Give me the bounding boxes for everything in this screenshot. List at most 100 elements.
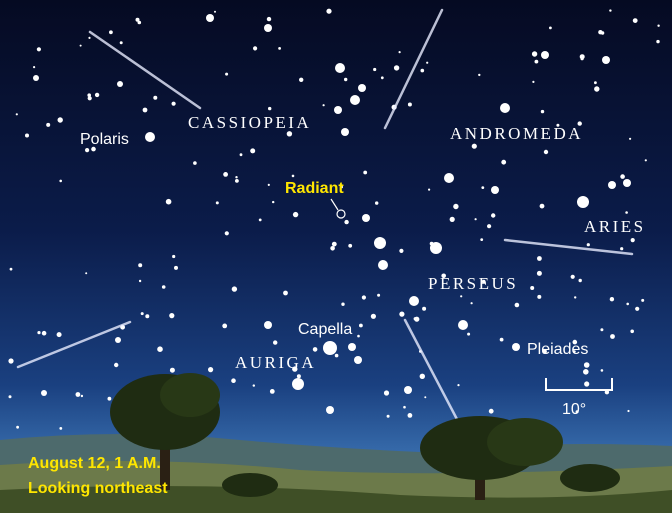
star <box>420 374 425 379</box>
star <box>278 47 281 50</box>
star <box>428 189 430 191</box>
star <box>259 219 262 222</box>
star <box>293 212 298 217</box>
star <box>641 299 644 302</box>
star <box>409 296 419 306</box>
star <box>472 144 477 149</box>
star <box>208 367 213 372</box>
star <box>143 108 148 113</box>
star <box>323 104 325 106</box>
star <box>95 93 99 97</box>
star <box>404 386 412 394</box>
star <box>532 51 537 56</box>
star <box>350 95 360 105</box>
bush <box>222 473 278 497</box>
star <box>387 415 390 418</box>
star <box>515 303 520 308</box>
star <box>9 395 12 398</box>
star <box>225 231 229 235</box>
star <box>583 369 589 375</box>
tree-crown <box>160 373 220 417</box>
star <box>231 378 236 383</box>
star <box>363 171 367 175</box>
constellation-label: ANDROMEDA <box>450 124 583 143</box>
sky-map: CASSIOPEIA ANDROMEDA Polaris Radiant ARI… <box>0 0 672 513</box>
scale-label: 10° <box>562 401 586 418</box>
star <box>657 25 659 27</box>
star <box>530 286 534 290</box>
star <box>138 263 142 267</box>
star <box>384 390 389 395</box>
star <box>584 362 590 368</box>
star <box>362 295 366 299</box>
star <box>235 179 239 183</box>
star <box>609 9 611 11</box>
caption-date: August 12, 1 A.M. <box>28 455 161 472</box>
star <box>16 113 18 115</box>
star <box>453 204 458 209</box>
star <box>81 395 83 397</box>
star <box>610 334 615 339</box>
star <box>549 27 552 30</box>
star <box>341 128 349 136</box>
star <box>627 410 629 412</box>
star <box>500 103 510 113</box>
star <box>489 409 494 414</box>
star <box>458 320 468 330</box>
star <box>145 314 149 318</box>
star <box>85 272 87 274</box>
star <box>594 86 599 91</box>
star-label: Polaris <box>80 131 129 148</box>
star <box>267 17 271 21</box>
star <box>377 294 380 297</box>
star <box>235 176 237 178</box>
star <box>537 271 542 276</box>
caption-direction: Looking northeast <box>28 480 168 497</box>
star <box>631 238 635 242</box>
star <box>174 266 178 270</box>
star <box>620 247 623 250</box>
star-label: Capella <box>298 321 352 338</box>
star <box>344 78 347 81</box>
star <box>475 218 477 220</box>
star <box>250 148 255 153</box>
star <box>403 406 406 409</box>
star <box>85 148 89 152</box>
star <box>399 51 401 53</box>
star <box>80 45 82 47</box>
star <box>394 65 399 70</box>
star <box>283 291 288 296</box>
star <box>16 426 19 429</box>
star <box>537 295 541 299</box>
star <box>193 161 197 165</box>
star <box>359 324 363 328</box>
star <box>153 96 157 100</box>
star <box>334 106 342 114</box>
star <box>532 81 534 83</box>
constellation-label: PERSEUS <box>428 274 518 293</box>
star <box>601 369 604 372</box>
star <box>444 173 454 183</box>
star <box>270 389 275 394</box>
star <box>480 238 483 241</box>
star <box>166 199 172 205</box>
bush <box>560 464 620 492</box>
star <box>117 81 123 87</box>
star <box>136 18 140 22</box>
star <box>120 41 123 44</box>
star <box>344 220 348 224</box>
star-label: Pleiades <box>527 341 588 358</box>
star <box>272 201 274 203</box>
star <box>169 313 174 318</box>
star <box>450 217 455 222</box>
star <box>42 331 47 336</box>
star <box>541 110 544 113</box>
star <box>145 132 155 142</box>
star <box>109 30 113 34</box>
star <box>577 196 589 208</box>
star <box>399 249 403 253</box>
star <box>594 81 597 84</box>
star <box>421 69 425 73</box>
star <box>108 397 112 401</box>
star <box>581 57 584 60</box>
